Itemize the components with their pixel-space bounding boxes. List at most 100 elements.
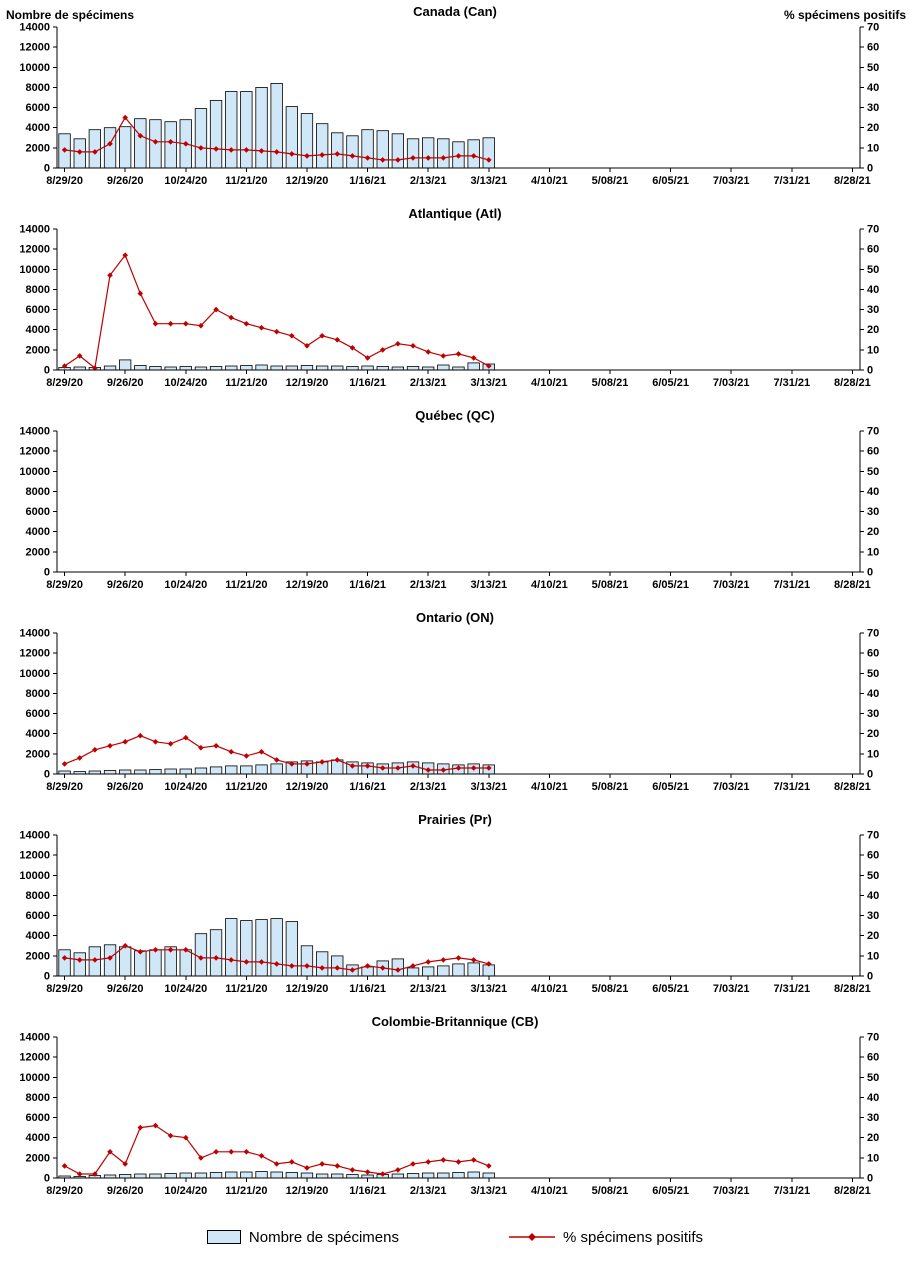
svg-text:12/19/20: 12/19/20 bbox=[286, 579, 329, 591]
svg-text:10/24/20: 10/24/20 bbox=[164, 781, 207, 793]
svg-text:0: 0 bbox=[867, 971, 873, 983]
svg-text:10: 10 bbox=[867, 546, 879, 558]
svg-text:7/03/21: 7/03/21 bbox=[713, 781, 750, 793]
svg-text:60: 60 bbox=[867, 446, 879, 458]
svg-text:8/29/20: 8/29/20 bbox=[46, 579, 83, 591]
svg-text:0: 0 bbox=[44, 163, 50, 175]
svg-text:8/28/21: 8/28/21 bbox=[834, 579, 871, 591]
svg-text:9/26/20: 9/26/20 bbox=[107, 781, 144, 793]
svg-text:30: 30 bbox=[867, 304, 879, 316]
svg-text:1/16/21: 1/16/21 bbox=[349, 1185, 386, 1197]
svg-text:50: 50 bbox=[867, 466, 879, 478]
svg-text:14000: 14000 bbox=[19, 426, 50, 438]
svg-text:12000: 12000 bbox=[19, 244, 50, 256]
svg-text:6/05/21: 6/05/21 bbox=[652, 175, 689, 187]
svg-text:14000: 14000 bbox=[19, 1032, 50, 1044]
svg-text:50: 50 bbox=[867, 870, 879, 882]
chart-canvas-quebec: 0 2000 4000 6000 8000 10000 12000 14000 0 10 20 30 4… bbox=[19, 426, 879, 591]
svg-text:9/26/20: 9/26/20 bbox=[107, 579, 144, 591]
svg-text:20: 20 bbox=[867, 324, 879, 336]
svg-text:1/16/21: 1/16/21 bbox=[349, 983, 386, 995]
svg-text:3/13/21: 3/13/21 bbox=[470, 781, 507, 793]
svg-text:6000: 6000 bbox=[26, 708, 50, 720]
svg-text:30: 30 bbox=[867, 910, 879, 922]
chart-quebec: Québec (QC) 0 2000 4000 6000 8000 10000 12000 1… bbox=[0, 404, 910, 606]
svg-text:11/21/20: 11/21/20 bbox=[225, 175, 267, 187]
svg-text:2/13/21: 2/13/21 bbox=[410, 377, 447, 389]
svg-text:7/31/21: 7/31/21 bbox=[773, 579, 810, 591]
svg-text:7/31/21: 7/31/21 bbox=[773, 781, 810, 793]
chart-title-colombie-britannique: Colombie-Britannique (CB) bbox=[371, 1014, 539, 1029]
legend-line-label: % spécimens positifs bbox=[563, 1228, 704, 1246]
svg-text:30: 30 bbox=[867, 708, 879, 720]
svg-text:10000: 10000 bbox=[19, 668, 50, 680]
svg-text:70: 70 bbox=[867, 426, 879, 438]
svg-text:40: 40 bbox=[867, 82, 879, 94]
svg-text:2/13/21: 2/13/21 bbox=[410, 983, 447, 995]
chart-canvas-canada: 0 2000 4000 6000 8000 10000 12000 14000 0 10 20 30 4… bbox=[19, 22, 879, 187]
svg-text:10/24/20: 10/24/20 bbox=[164, 377, 207, 389]
legend-item-line: % spécimens positifs bbox=[509, 1229, 703, 1246]
svg-text:7/31/21: 7/31/21 bbox=[773, 377, 810, 389]
svg-text:1/16/21: 1/16/21 bbox=[349, 781, 386, 793]
svg-text:14000: 14000 bbox=[19, 830, 50, 842]
svg-text:9/26/20: 9/26/20 bbox=[107, 377, 144, 389]
svg-text:8000: 8000 bbox=[26, 688, 50, 700]
svg-text:6/05/21: 6/05/21 bbox=[652, 377, 689, 389]
svg-text:7/03/21: 7/03/21 bbox=[713, 579, 750, 591]
svg-text:2/13/21: 2/13/21 bbox=[410, 781, 447, 793]
chart-colombie-britannique: Colombie-Britannique (CB) 0 2000 4000 6000 8… bbox=[0, 1010, 910, 1212]
svg-text:2000: 2000 bbox=[26, 748, 50, 760]
svg-text:0: 0 bbox=[44, 365, 50, 377]
svg-text:60: 60 bbox=[867, 42, 879, 54]
legend-bars-label: Nombre de spécimens bbox=[248, 1228, 399, 1246]
svg-text:2000: 2000 bbox=[26, 142, 50, 154]
svg-text:4/10/21: 4/10/21 bbox=[531, 781, 568, 793]
svg-text:70: 70 bbox=[867, 628, 879, 640]
svg-text:6/05/21: 6/05/21 bbox=[652, 781, 689, 793]
svg-text:70: 70 bbox=[867, 1032, 879, 1044]
svg-text:60: 60 bbox=[867, 1052, 879, 1064]
svg-text:8000: 8000 bbox=[26, 1092, 50, 1104]
svg-text:10: 10 bbox=[867, 142, 879, 154]
svg-text:2/13/21: 2/13/21 bbox=[410, 579, 447, 591]
svg-text:8/29/20: 8/29/20 bbox=[46, 983, 83, 995]
svg-text:3/13/21: 3/13/21 bbox=[470, 1185, 507, 1197]
svg-text:6000: 6000 bbox=[26, 102, 50, 114]
svg-text:4/10/21: 4/10/21 bbox=[531, 1185, 568, 1197]
svg-text:7/31/21: 7/31/21 bbox=[773, 1185, 810, 1197]
svg-text:4/10/21: 4/10/21 bbox=[531, 175, 568, 187]
svg-text:12/19/20: 12/19/20 bbox=[286, 983, 329, 995]
svg-text:9/26/20: 9/26/20 bbox=[107, 1185, 144, 1197]
svg-text:7/03/21: 7/03/21 bbox=[713, 983, 750, 995]
svg-text:12/19/20: 12/19/20 bbox=[286, 377, 329, 389]
svg-text:50: 50 bbox=[867, 1072, 879, 1084]
svg-text:70: 70 bbox=[867, 22, 879, 34]
svg-text:4/10/21: 4/10/21 bbox=[531, 579, 568, 591]
svg-text:4000: 4000 bbox=[26, 324, 50, 336]
svg-text:7/31/21: 7/31/21 bbox=[773, 983, 810, 995]
svg-text:3/13/21: 3/13/21 bbox=[470, 377, 507, 389]
svg-text:12/19/20: 12/19/20 bbox=[286, 1185, 329, 1197]
svg-text:20: 20 bbox=[867, 1132, 879, 1144]
chart-prairies: Prairies (Pr) 0 2000 4000 6000 8000 10000 1200… bbox=[0, 808, 910, 1010]
svg-text:50: 50 bbox=[867, 62, 879, 74]
svg-text:6/05/21: 6/05/21 bbox=[652, 1185, 689, 1197]
svg-text:0: 0 bbox=[867, 1173, 873, 1185]
svg-text:4000: 4000 bbox=[26, 728, 50, 740]
svg-text:10000: 10000 bbox=[19, 870, 50, 882]
svg-text:10000: 10000 bbox=[19, 466, 50, 478]
svg-text:5/08/21: 5/08/21 bbox=[592, 1185, 629, 1197]
svg-text:0: 0 bbox=[867, 163, 873, 175]
svg-text:7/03/21: 7/03/21 bbox=[713, 377, 750, 389]
svg-text:3/13/21: 3/13/21 bbox=[470, 983, 507, 995]
svg-text:70: 70 bbox=[867, 224, 879, 236]
svg-text:1/16/21: 1/16/21 bbox=[349, 175, 386, 187]
svg-text:6000: 6000 bbox=[26, 304, 50, 316]
chart-canvas-atlantique: 0 2000 4000 6000 8000 10000 12000 14000 0 10 20 30 4… bbox=[19, 224, 879, 389]
chart-atlantique: Atlantique (Atl) 0 2000 4000 6000 8000 10000 1… bbox=[0, 202, 910, 404]
svg-text:30: 30 bbox=[867, 506, 879, 518]
svg-text:10: 10 bbox=[867, 748, 879, 760]
svg-text:20: 20 bbox=[867, 930, 879, 942]
svg-text:1/16/21: 1/16/21 bbox=[349, 377, 386, 389]
